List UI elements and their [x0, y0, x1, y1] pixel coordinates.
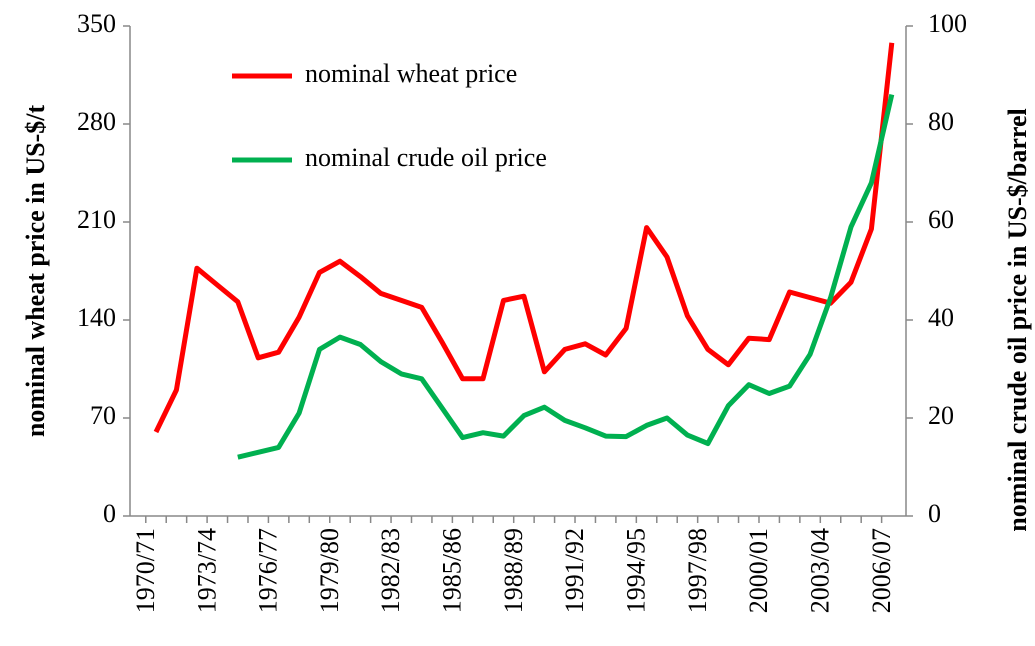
x-tick-label: 1985/86 — [438, 528, 467, 613]
x-tick-label: 2003/04 — [805, 528, 834, 613]
x-tick-label: 1979/80 — [315, 528, 344, 613]
y-tick-label: 280 — [77, 107, 116, 136]
x-tick-label: 2000/01 — [744, 528, 773, 613]
series-line — [237, 94, 895, 460]
y-tick-label: 210 — [77, 205, 116, 234]
y-tick-label: 140 — [77, 303, 116, 332]
y2-tick-label: 40 — [928, 303, 954, 332]
x-tick-label: 1982/83 — [376, 528, 405, 613]
y2-tick-label: 80 — [928, 107, 954, 136]
x-tick-label: 1994/95 — [622, 528, 651, 613]
y-axis-title: nominal wheat price in US-$/t — [21, 105, 50, 438]
x-tick-label: 1988/89 — [499, 528, 528, 613]
legend-label: nominal wheat price — [305, 59, 517, 88]
y-tick-label: 70 — [90, 401, 116, 430]
x-tick-label: 2006/07 — [867, 528, 896, 613]
x-tick-label: 1970/71 — [131, 528, 160, 613]
y2-tick-label: 0 — [928, 499, 941, 528]
y2-tick-label: 20 — [928, 401, 954, 430]
y2-tick-label: 60 — [928, 205, 954, 234]
y2-tick-label: 100 — [928, 9, 967, 38]
y-tick-label: 350 — [77, 9, 116, 38]
x-tick-label: 1973/74 — [192, 528, 221, 613]
x-tick-label: 1991/92 — [560, 528, 589, 613]
x-tick-label: 1976/77 — [254, 528, 283, 613]
series-line — [153, 42, 895, 434]
x-tick-label: 1997/98 — [683, 528, 712, 613]
legend-label: nominal crude oil price — [305, 143, 547, 172]
y2-axis-title: nominal crude oil price in US-$/barrel — [1003, 108, 1032, 531]
y-tick-label: 0 — [103, 499, 116, 528]
